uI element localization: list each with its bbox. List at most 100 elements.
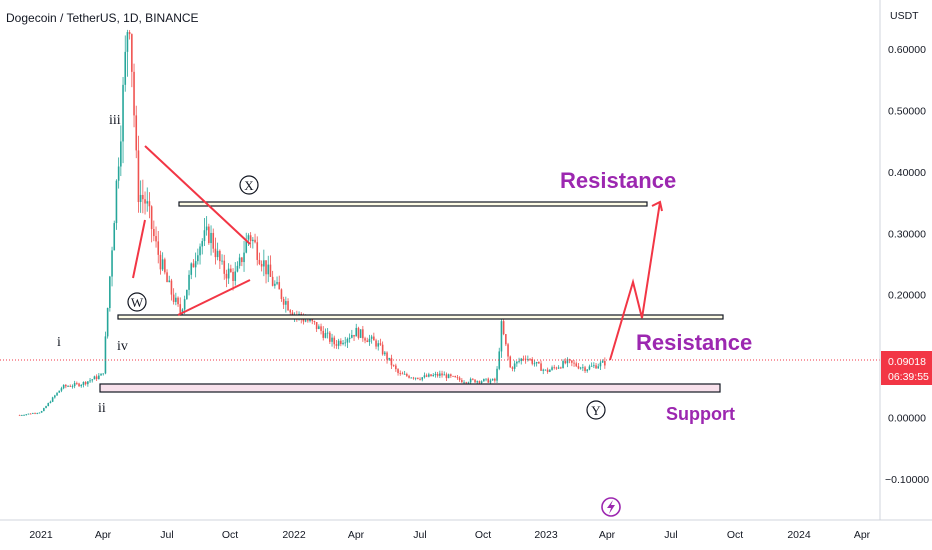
resistance-lower-zone[interactable] bbox=[117, 314, 724, 320]
plot-area[interactable] bbox=[0, 0, 880, 520]
candle-body bbox=[177, 297, 179, 305]
candle-body bbox=[513, 363, 516, 369]
price-axis[interactable]: USDT 0.60000 0.50000 0.40000 0.30000 0.20000… bbox=[879, 0, 932, 520]
candle-body bbox=[359, 329, 362, 338]
candle-body bbox=[95, 376, 98, 379]
candle-body bbox=[441, 373, 443, 376]
candle-body bbox=[170, 280, 173, 295]
current-price-tag bbox=[881, 351, 932, 385]
candle-body bbox=[324, 333, 327, 338]
time-tick-label: Jul bbox=[413, 529, 426, 541]
projection-path bbox=[609, 201, 661, 361]
support-label: Support bbox=[666, 404, 735, 424]
candle-body bbox=[144, 199, 146, 204]
candle-body bbox=[54, 395, 56, 398]
candle-body bbox=[71, 386, 74, 387]
candle-body bbox=[274, 283, 276, 286]
candle-body bbox=[560, 367, 562, 369]
candle-body bbox=[188, 274, 190, 290]
candle-body bbox=[527, 359, 529, 360]
candle-body bbox=[311, 319, 314, 322]
candle-body bbox=[287, 301, 289, 311]
candle-body bbox=[516, 361, 518, 364]
resistance-upper-zone[interactable] bbox=[178, 201, 648, 207]
price-tick-label: 0.30000 bbox=[888, 228, 926, 240]
candle-body bbox=[595, 365, 597, 369]
candle-body bbox=[221, 260, 223, 262]
candle-body bbox=[194, 261, 197, 268]
candle-body bbox=[137, 150, 140, 203]
candle-body bbox=[212, 232, 215, 249]
candle-body bbox=[553, 367, 556, 369]
candle-body bbox=[203, 230, 206, 242]
candle-body bbox=[465, 382, 468, 384]
candle-body bbox=[18, 415, 21, 416]
candle-body bbox=[434, 373, 437, 376]
candle-body bbox=[395, 365, 397, 370]
candle-body bbox=[236, 265, 239, 272]
time-tick-label: 2022 bbox=[282, 529, 306, 541]
candle-body bbox=[302, 317, 305, 322]
candle-body bbox=[21, 415, 23, 416]
candle-body bbox=[131, 34, 133, 72]
candle-body bbox=[377, 343, 380, 347]
projection-arrow[interactable] bbox=[609, 200, 663, 361]
triangle-pattern[interactable] bbox=[132, 145, 251, 316]
candle-body bbox=[403, 373, 406, 375]
candle-body bbox=[100, 373, 102, 376]
candle-body bbox=[353, 335, 355, 337]
candle-body bbox=[335, 344, 338, 346]
time-tick-label: 2024 bbox=[787, 529, 811, 541]
time-axis[interactable]: 2021 Apr Jul Oct 2022 Apr Jul Oct 2023 Apr Jul Oct 2… bbox=[0, 519, 932, 541]
candle-body bbox=[115, 180, 118, 224]
candle-body bbox=[276, 282, 278, 284]
candle-body bbox=[502, 321, 505, 335]
candle-body bbox=[447, 374, 450, 379]
lightning-event-icon[interactable] bbox=[601, 497, 621, 517]
candle-body bbox=[597, 366, 600, 369]
candle-body bbox=[381, 344, 384, 355]
candle-body bbox=[414, 377, 417, 379]
candle-body bbox=[104, 336, 107, 374]
candle-body bbox=[91, 379, 94, 381]
candle-body bbox=[190, 263, 193, 275]
price-tick-label: 0.60000 bbox=[888, 44, 926, 56]
candle-body bbox=[390, 357, 393, 366]
candle-body bbox=[166, 272, 168, 283]
price-unit-label: USDT bbox=[890, 10, 919, 22]
time-tick-label: 2023 bbox=[534, 529, 558, 541]
candle-body bbox=[601, 361, 604, 363]
wave-label-iv: iv bbox=[117, 339, 128, 354]
candle-body bbox=[45, 406, 47, 409]
symbol-title: Dogecoin / TetherUS, 1D, BINANCE bbox=[6, 11, 199, 25]
candle-body bbox=[555, 367, 558, 369]
time-tick-label: Jul bbox=[160, 529, 173, 541]
candle-body bbox=[155, 236, 157, 242]
candle-body bbox=[128, 32, 131, 35]
candle-body bbox=[485, 378, 487, 380]
candle-body bbox=[538, 361, 540, 364]
candle-body bbox=[122, 84, 124, 142]
support-zone[interactable] bbox=[99, 383, 721, 393]
candle-body bbox=[230, 268, 232, 272]
candle-body bbox=[256, 242, 259, 260]
candle-body bbox=[80, 385, 83, 387]
candle-body bbox=[192, 263, 195, 268]
candle-body bbox=[544, 369, 547, 371]
candle-body bbox=[291, 312, 294, 316]
candle-body bbox=[452, 375, 454, 377]
candle-body bbox=[540, 363, 542, 371]
candle-body bbox=[476, 381, 479, 383]
candle-body bbox=[443, 374, 446, 376]
candle-body bbox=[249, 235, 252, 242]
candle-body bbox=[568, 359, 571, 361]
candle-body bbox=[146, 201, 149, 204]
candle-body bbox=[150, 206, 153, 230]
candle-body bbox=[232, 271, 234, 281]
candle-body bbox=[366, 340, 369, 343]
candle-body bbox=[478, 381, 481, 383]
candle-body bbox=[164, 259, 166, 273]
triangle-lower-line bbox=[177, 279, 251, 316]
candle-body bbox=[49, 401, 52, 404]
